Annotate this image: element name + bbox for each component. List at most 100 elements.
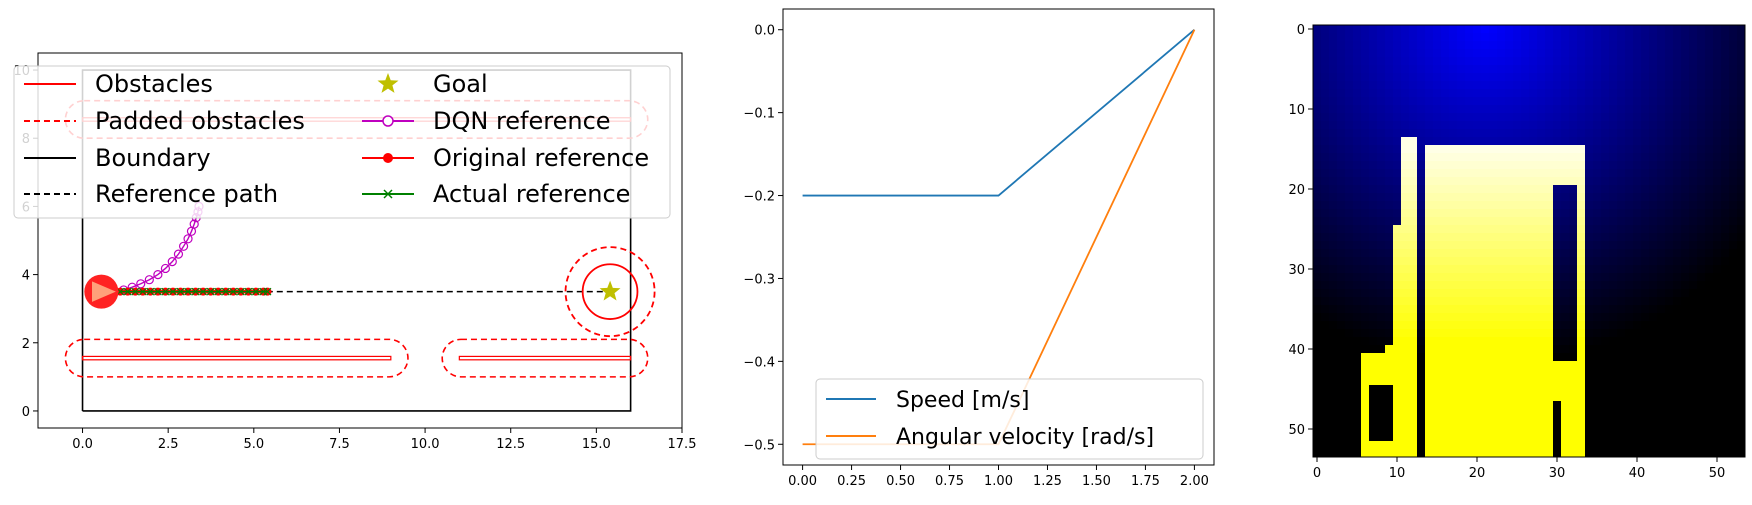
heatmap-cell [1369, 177, 1378, 186]
heatmap-cell [1641, 113, 1650, 122]
heatmap-cell [1473, 257, 1482, 266]
heatmap-cell [1489, 33, 1498, 42]
heatmap-cell [1521, 425, 1530, 434]
heatmap-cell [1329, 185, 1338, 194]
heatmap-cell [1561, 449, 1570, 458]
heatmap-cell [1361, 289, 1370, 298]
heatmap-cell [1633, 433, 1642, 442]
heatmap-cell [1321, 273, 1330, 282]
heatmap-cell [1553, 369, 1562, 378]
heatmap-cell [1649, 401, 1658, 410]
heatmap-cell [1545, 193, 1554, 202]
heatmap-cell [1329, 225, 1338, 234]
heatmap-cell [1337, 297, 1346, 306]
heatmap-cell [1705, 377, 1714, 386]
heatmap-cell [1705, 153, 1714, 162]
heatmap-cell [1617, 417, 1626, 426]
heatmap-cell [1313, 377, 1322, 386]
heatmap-cell [1585, 385, 1594, 394]
heatmap-cell [1481, 321, 1490, 330]
heatmap-cell [1497, 153, 1506, 162]
heatmap-cell [1593, 137, 1602, 146]
heatmap-cell [1681, 233, 1690, 242]
heatmap-cell [1321, 145, 1330, 154]
heatmap-cell [1345, 169, 1354, 178]
heatmap-cell [1473, 329, 1482, 338]
heatmap-cell [1313, 369, 1322, 378]
heatmap-cell [1449, 305, 1458, 314]
heatmap-cell [1473, 105, 1482, 114]
heatmap-cell [1481, 161, 1490, 170]
heatmap-cell [1601, 129, 1610, 138]
heatmap-cell [1681, 345, 1690, 354]
heatmap-cell [1721, 161, 1730, 170]
heatmap-cell [1681, 321, 1690, 330]
heatmap-cell [1577, 81, 1586, 90]
heatmap-cell [1337, 129, 1346, 138]
heatmap-cell [1409, 57, 1418, 66]
heatmap-cell [1729, 313, 1738, 322]
heatmap-cell [1449, 313, 1458, 322]
dqn-reference-point [136, 279, 146, 289]
heatmap-cell [1561, 177, 1570, 186]
heatmap-cell [1505, 201, 1514, 210]
heatmap-cell [1433, 65, 1442, 74]
heatmap-cell [1673, 337, 1682, 346]
heatmap-cell [1537, 345, 1546, 354]
heatmap-cell [1401, 361, 1410, 370]
heatmap-cell [1513, 161, 1522, 170]
heatmap-cell [1449, 273, 1458, 282]
heatmap-cell [1553, 137, 1562, 146]
heatmap-cell [1649, 81, 1658, 90]
heatmap-cell [1537, 281, 1546, 290]
heatmap-cell [1385, 129, 1394, 138]
heatmap-cell [1665, 353, 1674, 362]
heatmap-cell [1617, 281, 1626, 290]
heatmap-cell [1681, 57, 1690, 66]
heatmap-cell [1681, 409, 1690, 418]
heatmap-cell [1625, 273, 1634, 282]
heatmap-cell [1689, 33, 1698, 42]
heatmap-cell [1633, 273, 1642, 282]
heatmap-cell [1617, 225, 1626, 234]
heatmap-cell [1569, 81, 1578, 90]
actual-reference-point [206, 287, 215, 296]
heatmap-cell [1609, 321, 1618, 330]
heatmap-cell [1369, 209, 1378, 218]
heatmap-cell [1433, 281, 1442, 290]
heatmap-cell [1729, 137, 1738, 146]
heatmap-cell [1697, 65, 1706, 74]
heatmap-cell [1497, 265, 1506, 274]
heatmap-cell [1313, 73, 1322, 82]
heatmap-cell [1657, 345, 1666, 354]
heatmap-cell [1521, 89, 1530, 98]
heatmap-cell [1561, 97, 1570, 106]
heatmap-cell [1593, 97, 1602, 106]
heatmap-cell [1737, 145, 1746, 154]
heatmap-cell [1705, 129, 1714, 138]
heatmap-cell [1689, 217, 1698, 226]
heatmap-cell [1481, 441, 1490, 450]
heatmap-cell [1657, 377, 1666, 386]
heatmap-cell [1401, 345, 1410, 354]
heatmap-cell [1673, 73, 1682, 82]
heatmap-cell [1345, 377, 1354, 386]
heatmap-cell [1329, 41, 1338, 50]
heatmap-cell [1705, 193, 1714, 202]
heatmap-cell [1601, 193, 1610, 202]
heatmap-cell [1737, 161, 1746, 170]
heatmap-cell [1313, 329, 1322, 338]
heatmap-cell [1369, 385, 1378, 394]
heatmap-cell [1721, 153, 1730, 162]
heatmap-cell [1385, 33, 1394, 42]
heatmap-cell [1457, 249, 1466, 258]
heatmap-cell [1689, 41, 1698, 50]
heatmap-cell [1737, 313, 1746, 322]
heatmap-cell [1689, 193, 1698, 202]
heatmap-cell [1577, 193, 1586, 202]
heatmap-cell [1545, 225, 1554, 234]
heatmap-cell [1737, 193, 1746, 202]
heatmap-cell [1689, 337, 1698, 346]
heatmap-cell [1593, 177, 1602, 186]
heatmap-cell [1569, 49, 1578, 58]
